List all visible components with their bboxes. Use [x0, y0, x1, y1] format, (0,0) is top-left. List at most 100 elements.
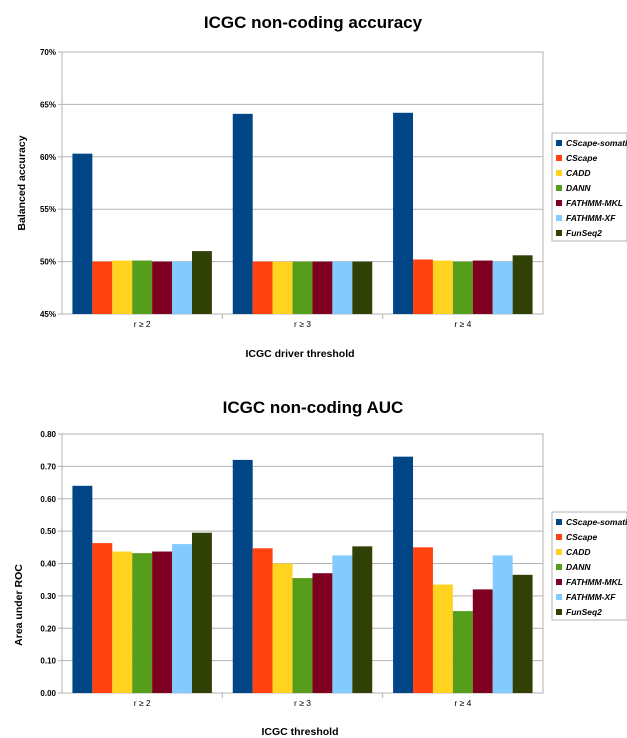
bar — [432, 584, 453, 693]
legend-swatch — [556, 170, 562, 176]
bar — [172, 544, 192, 693]
y-tick-label: 60% — [40, 153, 56, 162]
legend-swatch — [556, 579, 562, 585]
bar — [332, 555, 353, 693]
x-tick-label: r ≥ 2 — [134, 698, 151, 708]
y-tick-label: 0.50 — [40, 527, 56, 536]
bar — [191, 251, 212, 314]
bar — [272, 563, 293, 693]
legend-label: DANN — [566, 183, 591, 193]
bar — [292, 578, 313, 693]
bar — [112, 260, 133, 314]
bar — [152, 261, 173, 314]
plot-area: 0.00 0.10 0.20 0.30 0.40 0.50 0.60 0.70 0.80 r ≥ … — [40, 430, 544, 708]
bar — [252, 548, 273, 693]
bar — [413, 547, 433, 693]
legend-label: FATHMM-XF — [566, 592, 616, 602]
legend-label: FunSeq2 — [566, 607, 602, 617]
y-tick-label: 0.30 — [40, 592, 56, 601]
bar — [393, 112, 414, 314]
legend-label: FATHMM-XF — [566, 213, 616, 223]
legend: CScape-somatic CScape CADD DANN FATHMM-MKL FA… — [551, 511, 627, 621]
bar — [132, 260, 153, 314]
bar — [292, 261, 313, 314]
y-tick-label: 70% — [40, 48, 56, 57]
bar — [72, 485, 93, 693]
legend-swatch — [556, 155, 562, 161]
legend-label: FunSeq2 — [566, 228, 602, 238]
legend-swatch — [556, 185, 562, 191]
bar — [112, 551, 133, 693]
x-tick-label: r ≥ 4 — [454, 698, 471, 708]
bar — [512, 255, 533, 314]
legend-swatch — [556, 200, 562, 206]
bar — [352, 261, 373, 314]
bar — [393, 456, 414, 693]
bar — [232, 459, 253, 693]
legend-label: CScape — [566, 153, 597, 163]
y-tick-label: 55% — [40, 205, 56, 214]
legend-label: CScape-somatic — [566, 138, 627, 148]
legend-label: CScape — [566, 532, 597, 542]
y-axis-label: Area under ROC — [13, 564, 25, 646]
bar — [472, 260, 493, 314]
bar — [312, 573, 333, 693]
y-tick-label: 65% — [40, 100, 56, 109]
legend-label: FATHMM-MKL — [566, 198, 623, 208]
x-axis-label: ICGC threshold — [261, 726, 338, 738]
legend-box — [551, 511, 627, 621]
bar — [332, 261, 353, 314]
legend-swatch — [556, 519, 562, 525]
legend-swatch — [556, 594, 562, 600]
bar — [252, 261, 273, 314]
legend: CScape-somatic CScape CADD DANN FATHMM-MKL FA… — [551, 132, 627, 242]
legend-label: CADD — [566, 168, 591, 178]
y-tick-label: 0.40 — [40, 560, 56, 569]
bar — [232, 113, 253, 314]
bar — [152, 551, 173, 693]
y-axis-label: Balanced accuracy — [16, 135, 28, 230]
y-tick-label: 50% — [40, 258, 56, 267]
chart-title: ICGC non-coding AUC — [223, 398, 404, 417]
bar — [312, 261, 333, 314]
legend-swatch — [556, 609, 562, 615]
bar — [272, 261, 293, 314]
y-tick-label: 0.70 — [40, 462, 56, 471]
y-tick-label: 0.10 — [40, 657, 56, 666]
bar — [452, 261, 473, 314]
legend-box — [551, 132, 627, 242]
legend-label: DANN — [566, 562, 591, 572]
bar — [92, 543, 113, 693]
y-tick-label: 0.80 — [40, 430, 56, 439]
bar — [492, 261, 513, 314]
legend-swatch — [556, 564, 562, 570]
bar — [512, 574, 533, 693]
legend-label: CScape-somatic — [566, 517, 627, 527]
legend-label: CADD — [566, 547, 591, 557]
bar — [432, 260, 453, 314]
chart-auc: ICGC non-coding AUC Area under ROC ICGC … — [13, 398, 627, 738]
legend-swatch — [556, 534, 562, 540]
legend-swatch — [556, 140, 562, 146]
y-tick-label: 0.60 — [40, 495, 56, 504]
bar — [172, 261, 192, 314]
bar — [92, 261, 113, 314]
x-tick-label: r ≥ 3 — [294, 698, 311, 708]
bar — [452, 611, 473, 693]
legend-swatch — [556, 215, 562, 221]
y-tick-label: 0.20 — [40, 624, 56, 633]
chart-accuracy: ICGC non-coding accuracy Balanced accura… — [16, 13, 627, 360]
bar — [132, 553, 153, 693]
bar — [72, 153, 93, 314]
bar — [352, 546, 373, 693]
legend-swatch — [556, 230, 562, 236]
chart-title: ICGC non-coding accuracy — [204, 13, 423, 32]
x-tick-label: r ≥ 4 — [454, 319, 471, 329]
legend-label: FATHMM-MKL — [566, 577, 623, 587]
bar — [492, 555, 513, 693]
bar — [413, 259, 433, 314]
x-tick-label: r ≥ 2 — [134, 319, 151, 329]
legend-swatch — [556, 549, 562, 555]
y-tick-label: 0.00 — [40, 689, 56, 698]
